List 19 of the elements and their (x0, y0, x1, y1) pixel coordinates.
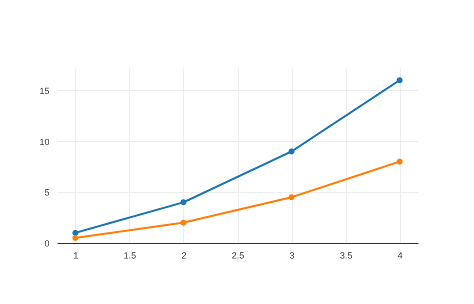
x-tick-label: 1.5 (124, 250, 136, 260)
y-tick-label: 0 (44, 238, 50, 248)
point (396, 158, 403, 165)
point (72, 230, 78, 236)
x-tick-label: 3 (290, 250, 295, 260)
x-tick-label: 2 (181, 250, 186, 260)
x-tick-label: 2.5 (232, 250, 244, 260)
x-tick-label: 4 (398, 250, 403, 260)
y-tick-label: 5 (44, 188, 50, 198)
point (288, 194, 295, 200)
point (180, 199, 186, 206)
y-tick-label: 10 (39, 136, 50, 147)
x-tick-label: 1 (73, 250, 78, 260)
point (396, 77, 403, 84)
y-tick-label: 15 (39, 86, 50, 96)
point (288, 148, 295, 154)
x-tick-label: 3.5 (340, 250, 352, 260)
point (180, 220, 186, 226)
point (72, 234, 78, 241)
